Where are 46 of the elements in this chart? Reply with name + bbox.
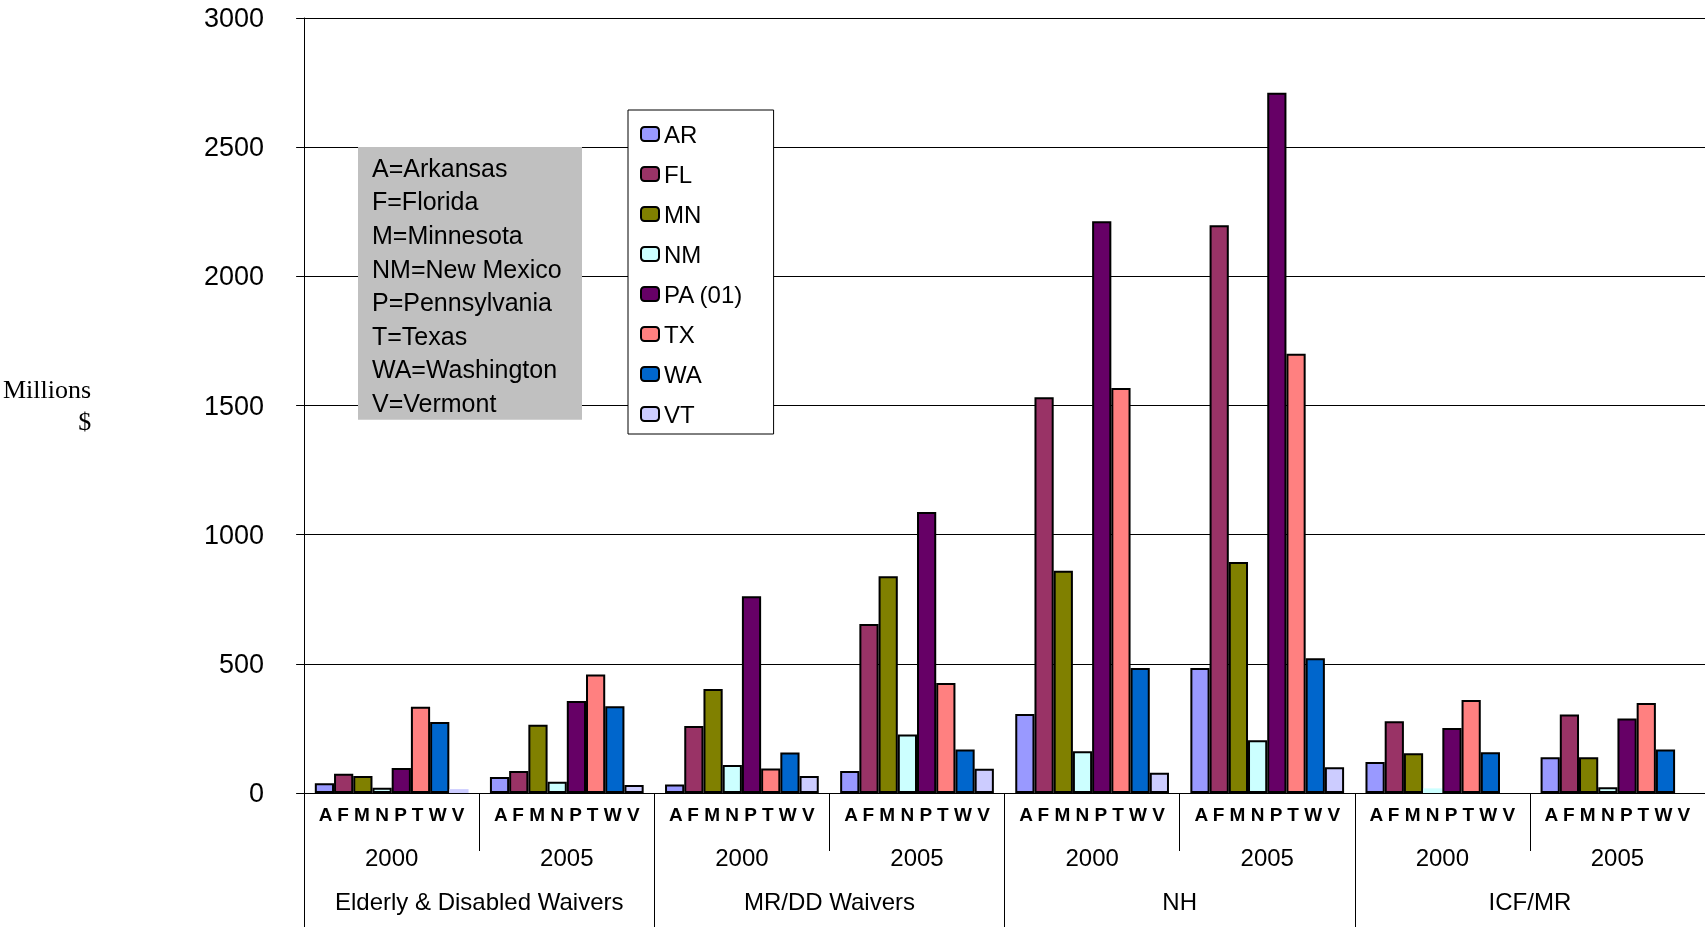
y-tick-label: 2500: [204, 132, 265, 163]
x-tick-label: 2000: [1415, 843, 1470, 871]
x-tick-label: 2000: [1065, 843, 1119, 871]
text: Elderly & Disabled Waivers: [334, 887, 624, 915]
annotation: M=Minnesota: [372, 221, 523, 249]
x-tick-label: 2005: [890, 843, 944, 871]
text: A F M N P T W V: [1544, 804, 1691, 825]
annotation: NM=New Mexico: [372, 254, 562, 283]
x-tick-label: 2000: [364, 843, 419, 871]
annotation: F=Florida: [372, 187, 479, 216]
y-tick-label: 3000: [204, 3, 265, 33]
legend-label: PA (01): [664, 280, 743, 308]
bar: [1423, 788, 1443, 793]
legend-label: NM: [664, 240, 702, 268]
y-tick-label: 2000: [204, 261, 265, 292]
annotation: WA=Washington: [372, 355, 558, 384]
y-tick-label: 0: [249, 778, 265, 808]
text: NH: [1162, 887, 1198, 915]
y-tick-label: 1000: [204, 519, 265, 550]
x-tick-label: 2000: [715, 843, 769, 871]
legend-label: AR: [664, 120, 698, 148]
x-tick-label: 2005: [540, 843, 594, 871]
legend-label: MN: [664, 200, 702, 228]
text: A F M N P T W V: [844, 804, 991, 825]
legend-label: WA: [664, 360, 702, 388]
text: A F M N P T W V: [1019, 804, 1166, 825]
text: A F M N P T W V: [493, 804, 640, 825]
text: A F M N P T W V: [1194, 804, 1341, 825]
legend-label: TX: [664, 320, 695, 348]
text: A F M N P T W V: [1369, 804, 1516, 825]
x-tick-label: 2005: [1240, 843, 1294, 871]
text: ICF/MR: [1488, 887, 1572, 915]
annotation: P=Pennsylvania: [372, 288, 553, 317]
x-tick-label: 2005: [1590, 843, 1645, 871]
legend-label: VT: [664, 400, 696, 428]
text: A F M N P T W V: [669, 804, 816, 825]
y-tick-label: 1500: [204, 390, 265, 421]
annotation: A=Arkansas: [372, 153, 508, 182]
y-axis-title: Millions $: [2, 375, 92, 436]
text: MR/DD Waivers: [743, 887, 916, 915]
annotation: V=Vermont: [372, 389, 497, 417]
annotation: T=Texas: [372, 321, 468, 350]
legend-label: FL: [664, 160, 693, 188]
y-tick-label: 500: [219, 648, 265, 679]
bar: [449, 789, 469, 793]
text: A F M N P T W V: [318, 804, 465, 825]
